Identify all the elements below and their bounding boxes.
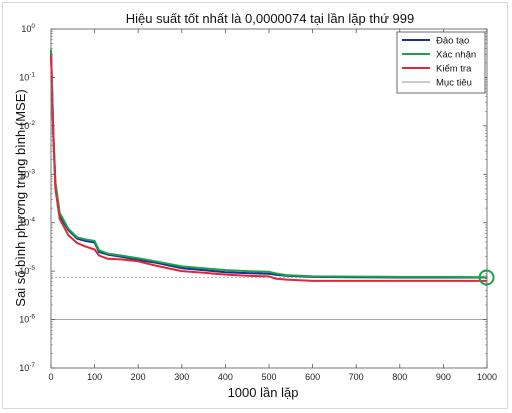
x-axis-ticks: 0 100 200 300 400 500 600 700 800 900 1000 xyxy=(48,29,497,382)
chart-title: Hiệu suất tốt nhất là 0,0000074 tại lần … xyxy=(126,11,414,26)
x-tick-label: 400 xyxy=(218,372,233,382)
y-tick-label: 10-7 xyxy=(19,362,35,373)
x-tick-label: 600 xyxy=(305,372,320,382)
legend-box xyxy=(396,31,486,94)
x-tick-label: 500 xyxy=(261,372,276,382)
x-tick-label: 800 xyxy=(392,372,407,382)
y-tick-label: 100 xyxy=(21,23,35,34)
x-tick-label: 100 xyxy=(87,372,102,382)
best-performance-marker xyxy=(478,269,495,286)
y-tick-label: 10-2 xyxy=(19,120,35,131)
x-tick-label: 900 xyxy=(436,372,451,382)
series-lines xyxy=(50,49,487,282)
y-tick-label: 10-4 xyxy=(19,217,35,228)
x-tick-label: 1000 xyxy=(477,372,497,382)
x-tick-label: 200 xyxy=(131,372,146,382)
y-tick-label: 10-1 xyxy=(19,71,35,82)
y-axis-ticks: 100 10-1 10-2 10-3 10-4 10-5 10-6 10-7 xyxy=(19,23,487,373)
reference-lines xyxy=(51,277,487,321)
best-point-circle xyxy=(478,269,495,286)
x-tick-label: 300 xyxy=(174,372,189,382)
series-line xyxy=(50,49,487,279)
legend-label: Đào tạo xyxy=(436,36,469,47)
legend-label: Xác nhận xyxy=(436,50,476,61)
y-axis-label: Sai số bình phương trung bình (MSE) xyxy=(13,89,28,306)
series-line xyxy=(50,54,487,282)
legend-label: Kiểm tra xyxy=(436,64,472,75)
x-tick-label: 700 xyxy=(349,372,364,382)
y-tick-label: 10-6 xyxy=(19,314,35,325)
x-axis-label: 1000 lần lặp xyxy=(228,385,299,400)
legend-label: Mục tiêu xyxy=(436,78,472,89)
legend: Đào tạo Xác nhận Kiểm tra Mục tiêu xyxy=(396,31,486,94)
y-tick-label: 10-5 xyxy=(19,265,35,276)
x-tick-label: 0 xyxy=(48,372,53,382)
y-tick-label: 10-3 xyxy=(19,168,35,179)
